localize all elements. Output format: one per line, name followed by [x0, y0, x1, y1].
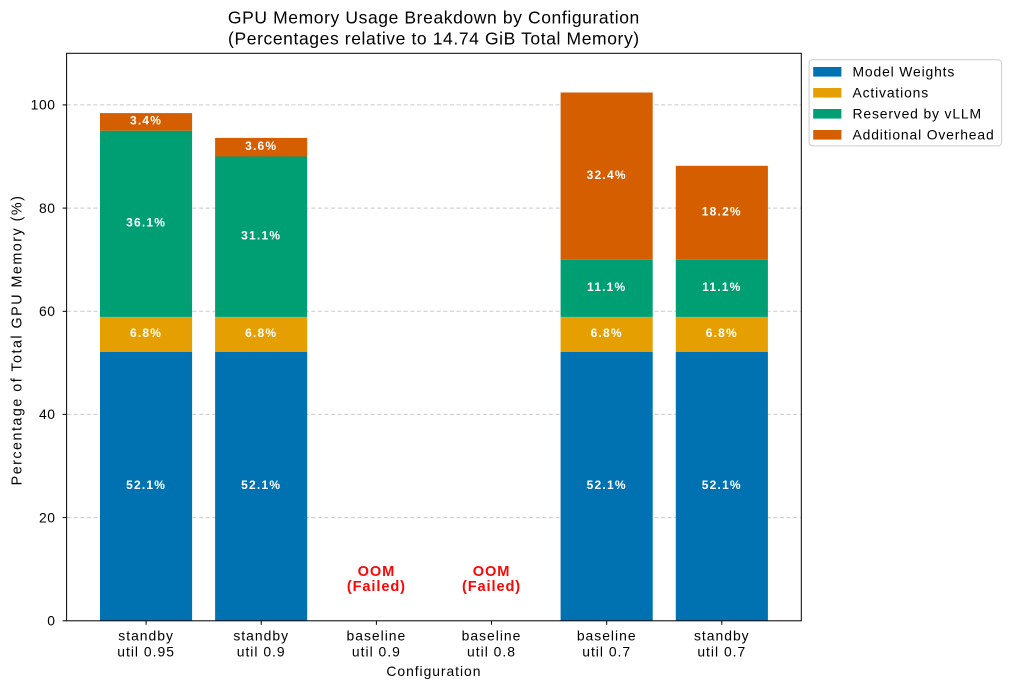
- svg-text:standby: standby: [233, 628, 289, 644]
- svg-text:Model Weights: Model Weights: [853, 64, 956, 80]
- svg-text:standby: standby: [118, 628, 174, 644]
- svg-text:util 0.8: util 0.8: [467, 644, 516, 660]
- svg-text:OOM: OOM: [473, 564, 511, 580]
- svg-text:11.1%: 11.1%: [702, 280, 741, 294]
- svg-text:3.6%: 3.6%: [245, 139, 277, 153]
- svg-text:6.8%: 6.8%: [706, 326, 738, 340]
- svg-text:31.1%: 31.1%: [241, 228, 281, 242]
- svg-text:baseline: baseline: [347, 628, 407, 644]
- svg-text:util 0.9: util 0.9: [352, 644, 401, 660]
- svg-text:Configuration: Configuration: [386, 663, 481, 679]
- svg-text:18.2%: 18.2%: [702, 205, 742, 219]
- svg-text:(Failed): (Failed): [347, 579, 406, 595]
- svg-text:100: 100: [31, 97, 56, 113]
- svg-text:(Failed): (Failed): [462, 579, 521, 595]
- svg-text:util 0.95: util 0.95: [117, 644, 175, 660]
- svg-text:0: 0: [47, 613, 55, 629]
- svg-text:Activations: Activations: [853, 85, 930, 101]
- svg-text:baseline: baseline: [462, 628, 522, 644]
- svg-text:52.1%: 52.1%: [126, 478, 166, 492]
- svg-text:Percentage of Total GPU Memory: Percentage of Total GPU Memory (%): [9, 195, 25, 486]
- svg-text:6.8%: 6.8%: [591, 326, 623, 340]
- svg-text:32.4%: 32.4%: [587, 168, 627, 182]
- svg-text:11.1%: 11.1%: [587, 280, 626, 294]
- svg-text:36.1%: 36.1%: [126, 216, 166, 230]
- svg-text:60: 60: [39, 303, 56, 319]
- svg-text:Additional Overhead: Additional Overhead: [853, 127, 995, 143]
- svg-text:util 0.9: util 0.9: [237, 644, 286, 660]
- svg-text:6.8%: 6.8%: [130, 326, 162, 340]
- svg-text:3.4%: 3.4%: [130, 114, 162, 128]
- svg-text:80: 80: [39, 200, 56, 216]
- svg-text:52.1%: 52.1%: [702, 478, 742, 492]
- svg-text:6.8%: 6.8%: [245, 326, 277, 340]
- svg-text:baseline: baseline: [577, 628, 637, 644]
- svg-text:40: 40: [39, 406, 56, 422]
- svg-text:20: 20: [39, 509, 56, 525]
- svg-text:util 0.7: util 0.7: [697, 644, 746, 660]
- svg-text:util 0.7: util 0.7: [582, 644, 631, 660]
- svg-text:Reserved by vLLM: Reserved by vLLM: [853, 106, 982, 122]
- svg-text:52.1%: 52.1%: [241, 478, 281, 492]
- svg-text:standby: standby: [694, 628, 750, 644]
- svg-text:OOM: OOM: [358, 564, 396, 580]
- svg-text:GPU Memory Usage Breakdown by: GPU Memory Usage Breakdown by Configurat…: [228, 8, 640, 28]
- svg-text:52.1%: 52.1%: [587, 478, 627, 492]
- svg-text:(Percentages relative to 14.74: (Percentages relative to 14.74 GiB Total…: [228, 28, 640, 48]
